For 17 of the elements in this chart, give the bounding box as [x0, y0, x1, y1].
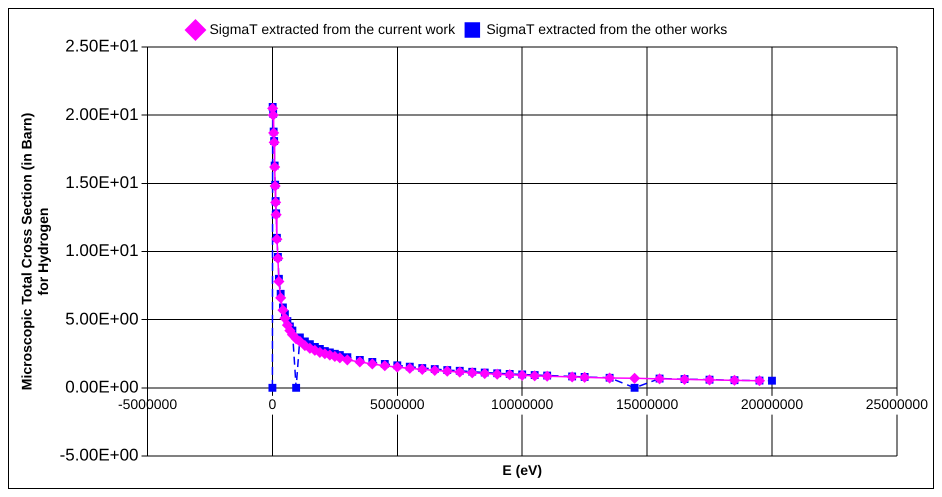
- x-tick-label: 10000000: [491, 396, 554, 412]
- y-tick-label: 1.50E+01: [65, 173, 139, 192]
- y-tick-label: -5.00E+00: [60, 446, 139, 465]
- x-tick-label: 15000000: [616, 396, 678, 412]
- y-tick-label: 5.00E+00: [65, 309, 139, 328]
- x-tick-label: 0: [268, 396, 277, 412]
- y-tick-label: 2.00E+01: [65, 104, 139, 124]
- x-tick-label: 5000000: [370, 396, 425, 412]
- x-axis-title: E (eV): [502, 462, 542, 478]
- x-tick-label: 25000000: [866, 396, 928, 412]
- x-tick-label: 20000000: [740, 396, 804, 412]
- y-tick-label: 2.50E+01: [65, 36, 139, 56]
- y-axis-title: Microscopic Total Cross Section (in Barn) for Hydrogen: [18, 112, 52, 390]
- y-tick-label: 0.00E+00: [65, 378, 139, 397]
- legend-label: SigmaT extracted from the other works: [486, 20, 728, 37]
- y-tick-label: 1.00E+01: [65, 241, 139, 260]
- legend-label: SigmaT extracted from the current work: [209, 20, 456, 37]
